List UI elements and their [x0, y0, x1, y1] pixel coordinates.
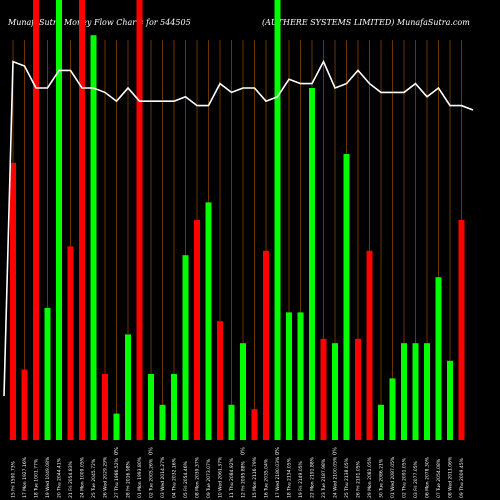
x-tick-label: 20 Thu 2044.41%	[57, 457, 63, 498]
zero-marker-label: 0%	[114, 447, 120, 455]
x-tick-label: 17 Mon 1927.16%	[22, 456, 28, 498]
x-tick-label: 26 Wed 2029.29%	[103, 456, 109, 498]
bar-23	[274, 0, 281, 440]
bar-2	[33, 0, 39, 440]
bar-18	[217, 321, 223, 440]
x-tick-label: 02 Thu 2091.05%	[402, 457, 408, 498]
x-tick-label: 30 Tue 2086.21%	[379, 458, 385, 498]
bar-17	[205, 202, 212, 440]
bar-0	[10, 162, 16, 441]
bar-12	[148, 374, 154, 440]
x-tick-label: 07 Tue 2054.08%	[436, 458, 442, 498]
x-tick-label: 21 Fri 2054.83%	[68, 460, 74, 498]
chart-title-left: MunafaSutra Money Flow Charts for 544505	[7, 18, 191, 27]
zero-markers: 0% 0% 0% 0% 0%	[114, 447, 339, 455]
bar-26	[309, 88, 315, 440]
bar-7	[90, 35, 97, 440]
price-line-series	[3, 59, 474, 397]
x-tick-label: 09 Thu 2009.45%	[459, 457, 465, 498]
bar-4	[56, 0, 62, 440]
x-tick-label: 25 Tue 2045.72%	[91, 458, 97, 498]
x-tick-label: 04 Thu 2032.16%	[172, 457, 178, 498]
zero-marker-label: 0%	[333, 447, 339, 455]
x-tick-label: 09 Tue 2073.07%	[206, 458, 212, 498]
bar-10	[125, 334, 131, 440]
bar-27	[320, 338, 327, 440]
x-tick-label: 02 Tue 2005.26%	[149, 458, 155, 498]
zero-marker-label: 0%	[241, 447, 247, 455]
bar-24	[286, 312, 292, 440]
bar-32	[378, 404, 384, 440]
bar-21	[251, 409, 258, 440]
bar-5	[67, 246, 74, 440]
bar-31	[366, 250, 373, 440]
x-tick-label: 15 Mon 2116.79%	[252, 456, 258, 498]
x-tick-label: 03 Fri 2077.05%	[413, 460, 419, 498]
bar-9	[113, 413, 120, 440]
price-line	[3, 59, 474, 397]
x-tick-label: 16 Tue 2035.04%	[264, 458, 270, 498]
bar-36	[424, 343, 430, 440]
x-tick-label: 28 Fri 2016.98%	[126, 460, 132, 498]
bar-33	[389, 378, 396, 440]
x-tick-label: 08 Wed 2011.06%	[448, 456, 454, 498]
x-tick-label: 15 Fri 1590.73%	[11, 460, 17, 498]
x-tick-label: 24 Mon 1009.05%	[80, 456, 86, 498]
bar-series	[10, 0, 465, 441]
bar-28	[332, 343, 338, 440]
x-tick-label: 26 Fri 2101.05%	[356, 460, 362, 498]
bar-34	[401, 343, 407, 440]
bar-38	[447, 360, 453, 440]
x-tick-label: 01 Mon 1993.80%	[137, 456, 143, 498]
x-tick-label: 06 Mon 2078.30%	[425, 456, 431, 498]
x-tick-label: 27 Thu 1986.52%	[114, 457, 120, 498]
x-tick-label: 25 Thu 2138.05%	[344, 457, 350, 498]
bar-25	[297, 312, 304, 440]
bar-14	[171, 374, 177, 440]
bar-37	[435, 277, 442, 440]
bar-15	[182, 255, 189, 440]
x-tick-label: 29 Mon 2081.05%	[367, 456, 373, 498]
bar-30	[355, 338, 361, 440]
bar-13	[159, 404, 166, 440]
x-tick-label: 03 Wed 2014.27%	[160, 456, 166, 498]
x-tick-label: 11 Thu 2084.92%	[229, 457, 235, 498]
bar-16	[194, 220, 200, 440]
zero-marker-label: 0%	[275, 447, 281, 455]
x-tick-label: 18 Tue 1001.77%	[34, 458, 40, 498]
zero-marker-label: 0%	[149, 447, 155, 455]
x-tick-label: 05 Fri 2054.46%	[183, 460, 189, 498]
x-tick-label: 01 Wed 2087.05%	[390, 456, 396, 498]
x-tick-label: 19 Fri 2149.05%	[298, 460, 304, 498]
x-tick-label: 17 Wed 2180.03%	[275, 456, 281, 498]
bar-1	[21, 369, 28, 440]
bar-6	[79, 0, 85, 440]
bar-39	[458, 220, 465, 440]
bar-35	[412, 343, 419, 440]
x-tick-label: 18 Thu 2134.05%	[287, 457, 293, 498]
x-tick-label: 24 Wed 2100.05%	[333, 456, 339, 498]
x-tick-labels: 15 Fri 1590.73% 17 Mon 1927.16% 18 Tue 100…	[11, 456, 466, 498]
bar-20	[240, 343, 246, 440]
x-tick-label: 22 Mon 2191.88%	[310, 456, 316, 498]
bar-8	[102, 374, 108, 440]
x-tick-label: 23 Tue 2187.98%	[321, 458, 327, 498]
bar-11	[136, 0, 143, 440]
bar-29	[343, 154, 350, 440]
chart-title-right: (AUTHERE SYSTEMS LIMITED) MunafaSutra.co…	[262, 18, 470, 27]
bar-3	[44, 308, 51, 440]
bar-22	[263, 250, 269, 440]
x-tick-label: 19 Wed 1049.08%	[45, 456, 51, 498]
x-tick-label: 12 Fri 2095.88%	[241, 460, 247, 498]
x-tick-label: 08 Mon 2039.37%	[195, 456, 201, 498]
bar-19	[228, 404, 235, 440]
x-tick-label: 10 Wed 2061.37%	[218, 456, 224, 498]
